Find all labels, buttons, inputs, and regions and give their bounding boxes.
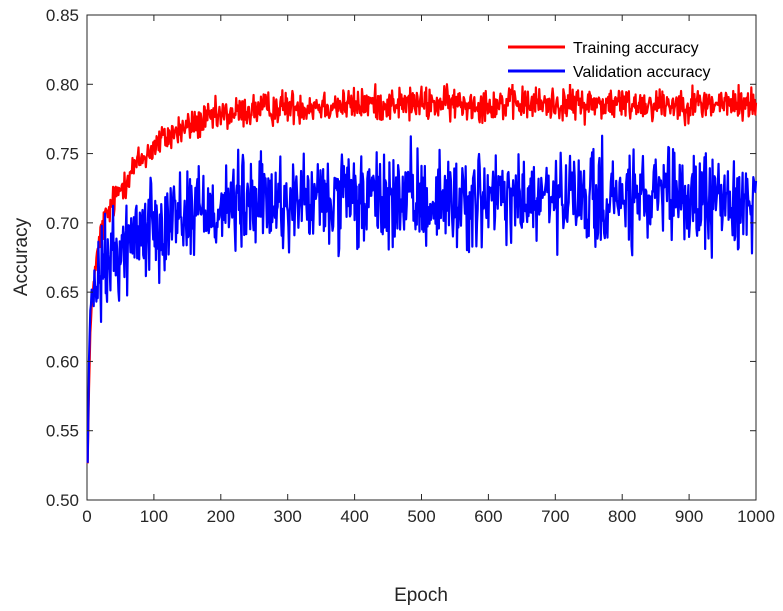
x-tick-label: 400	[340, 507, 368, 526]
y-tick-label: 0.60	[46, 352, 79, 371]
y-axis: 0.50 0.55 0.60 0.65 0.70 0.75 0.80 0.85	[46, 6, 756, 510]
x-axis: 0 100 200 300 400 500 600 700 800 900 1000	[82, 15, 775, 526]
legend-label-validation: Validation accuracy	[573, 64, 711, 81]
plot-area	[86, 14, 758, 501]
y-tick-label: 0.65	[46, 283, 79, 302]
series-line-validation	[86, 134, 758, 463]
x-tick-label: 900	[675, 507, 703, 526]
legend-label-training: Training accuracy	[573, 40, 699, 57]
y-axis-label: Accuracy	[11, 217, 32, 296]
x-tick-label: 600	[474, 507, 502, 526]
legend: Training accuracy Validation accuracy	[500, 32, 740, 84]
x-tick-label: 1000	[737, 507, 775, 526]
x-tick-label: 800	[608, 507, 636, 526]
x-tick-label: 200	[207, 507, 235, 526]
y-tick-label: 0.85	[46, 6, 79, 25]
x-tick-label: 100	[140, 507, 168, 526]
legend-box	[500, 32, 740, 84]
y-tick-label: 0.50	[46, 491, 79, 510]
x-tick-label: 0	[82, 507, 91, 526]
series-layer	[86, 82, 758, 464]
x-tick-label: 700	[541, 507, 569, 526]
x-tick-label: 500	[407, 507, 435, 526]
x-axis-label: Epoch	[394, 585, 448, 606]
y-tick-label: 0.80	[46, 75, 79, 94]
y-tick-label: 0.55	[46, 422, 79, 441]
x-tick-label: 300	[274, 507, 302, 526]
y-tick-label: 0.75	[46, 145, 79, 164]
y-tick-label: 0.70	[46, 214, 79, 233]
series-line-training	[86, 82, 758, 464]
